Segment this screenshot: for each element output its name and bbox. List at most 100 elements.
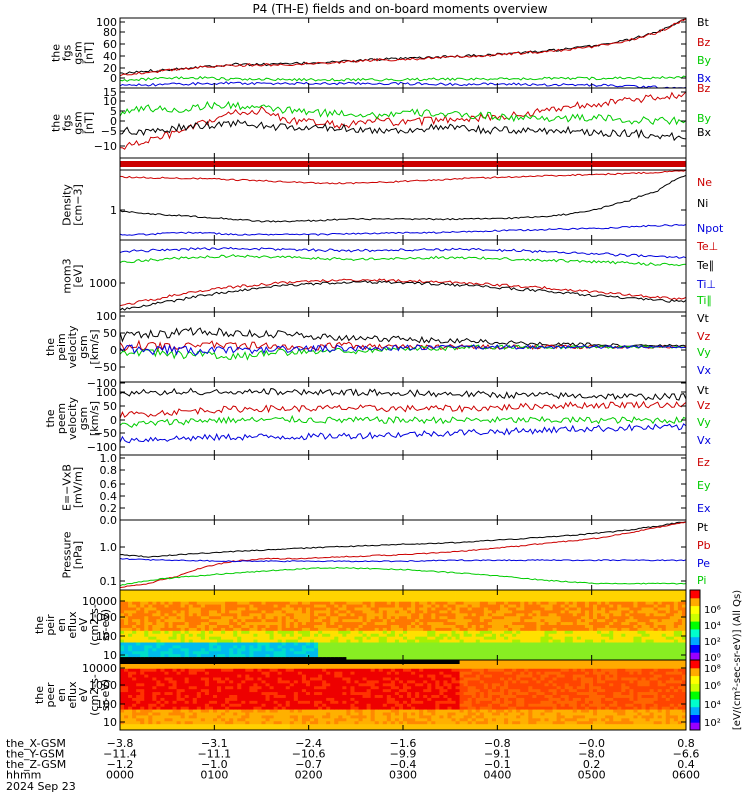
heatmap-cell bbox=[633, 636, 638, 640]
heatmap-cell bbox=[188, 636, 194, 640]
heatmap-cell bbox=[386, 601, 392, 605]
heatmap-cell bbox=[677, 619, 683, 623]
heatmap-cell bbox=[415, 598, 420, 603]
heatmap-cell bbox=[378, 642, 384, 646]
heatmap-cell bbox=[366, 657, 372, 661]
heatmap-cell bbox=[378, 625, 384, 629]
heatmap-cell bbox=[475, 592, 481, 597]
heatmap-cell bbox=[204, 683, 210, 687]
heatmap-cell bbox=[423, 630, 428, 635]
heatmap-cell bbox=[597, 627, 602, 632]
heatmap-cell bbox=[285, 668, 291, 673]
heatmap-cell bbox=[338, 598, 343, 603]
heatmap-cell bbox=[164, 695, 169, 699]
series-line-Ti⊥ bbox=[119, 246, 687, 259]
heatmap-cell bbox=[176, 607, 182, 611]
heatmap-cell bbox=[681, 636, 687, 640]
heatmap-cell bbox=[411, 601, 416, 605]
heatmap-cell bbox=[403, 590, 408, 594]
heatmap-cell bbox=[124, 639, 129, 643]
heatmap-cell bbox=[301, 633, 307, 638]
heatmap-cell bbox=[180, 651, 186, 655]
heatmap-cell bbox=[568, 654, 574, 658]
heatmap-cell bbox=[390, 601, 396, 605]
heatmap-cell bbox=[326, 677, 331, 681]
heatmap-cell bbox=[350, 619, 355, 623]
heatmap-cell bbox=[277, 709, 283, 713]
heatmap-cell bbox=[479, 613, 485, 617]
heatmap-cell bbox=[289, 616, 295, 620]
heatmap-cell bbox=[390, 642, 396, 646]
heatmap-cell bbox=[435, 648, 440, 652]
heatmap-cell bbox=[471, 607, 477, 611]
heatmap-cell bbox=[580, 657, 586, 661]
heatmap-cell bbox=[572, 633, 578, 638]
heatmap-cell bbox=[318, 633, 323, 638]
heatmap-cell bbox=[318, 639, 323, 643]
heatmap-cell bbox=[613, 642, 618, 646]
heatmap-cell bbox=[172, 703, 177, 708]
heatmap-cell bbox=[326, 718, 331, 722]
heatmap-cell bbox=[346, 610, 351, 614]
heatmap-cell bbox=[330, 651, 335, 655]
heatmap-cell bbox=[200, 639, 206, 643]
series-line-By bbox=[119, 75, 687, 82]
heatmap-cell bbox=[310, 636, 315, 640]
heatmap-cell bbox=[277, 639, 283, 643]
heatmap-cell bbox=[297, 692, 303, 696]
heatmap-cell bbox=[310, 654, 315, 658]
heatmap-cell bbox=[140, 604, 145, 608]
heatmap-cell bbox=[281, 639, 287, 643]
heatmap-cell bbox=[572, 642, 578, 646]
heatmap-cell bbox=[617, 633, 622, 638]
heatmap-cell bbox=[475, 648, 481, 652]
heatmap-cell bbox=[249, 592, 254, 597]
heatmap-cell bbox=[196, 695, 202, 699]
heatmap-cell bbox=[277, 633, 283, 638]
heatmap-cell bbox=[572, 619, 578, 623]
heatmap-cell bbox=[265, 613, 270, 617]
heatmap-cell bbox=[346, 633, 351, 638]
heatmap-cell bbox=[297, 616, 303, 620]
heatmap-cell bbox=[532, 595, 537, 600]
heatmap-cell bbox=[661, 657, 667, 661]
heatmap-cell bbox=[249, 668, 254, 673]
heatmap-cell bbox=[124, 619, 129, 623]
heatmap-cell bbox=[144, 627, 149, 632]
heatmap-cell bbox=[293, 686, 299, 690]
heatmap-cell bbox=[265, 616, 270, 620]
heatmap-cell bbox=[605, 595, 610, 600]
heatmap-cell bbox=[653, 616, 659, 620]
heatmap-cell bbox=[221, 692, 226, 696]
heatmap-cell bbox=[657, 642, 663, 646]
heatmap-cell bbox=[411, 654, 416, 658]
heatmap-cell bbox=[451, 639, 456, 643]
heatmap-cell bbox=[342, 625, 347, 629]
heatmap-cell bbox=[548, 595, 553, 600]
heatmap-cell bbox=[495, 622, 501, 626]
heatmap-cell bbox=[289, 633, 295, 638]
heatmap-cell bbox=[576, 592, 582, 597]
heatmap-cell bbox=[144, 686, 149, 690]
heatmap-cell bbox=[192, 692, 198, 696]
heatmap-cell bbox=[593, 651, 598, 655]
heatmap-cell bbox=[200, 651, 206, 655]
y-axis-label: fgs bbox=[61, 44, 74, 61]
y-axis-label: (cm2-s- bbox=[88, 604, 101, 646]
heatmap-cell bbox=[451, 622, 456, 626]
heatmap-cell bbox=[508, 613, 513, 617]
heatmap-cell bbox=[491, 654, 497, 658]
heatmap-cell bbox=[314, 636, 319, 640]
heatmap-cell bbox=[124, 721, 129, 725]
heatmap-cell bbox=[265, 657, 270, 661]
heatmap-cell bbox=[576, 648, 582, 652]
heatmap-cell bbox=[495, 654, 501, 658]
heatmap-cell bbox=[156, 590, 161, 594]
heatmap-cell bbox=[188, 721, 194, 725]
heatmap-cell bbox=[617, 639, 622, 643]
heatmap-cell bbox=[322, 642, 327, 646]
heatmap-cell bbox=[257, 671, 262, 675]
heatmap-cell bbox=[427, 619, 432, 623]
heatmap-cell bbox=[653, 604, 659, 608]
heatmap-cell bbox=[253, 619, 258, 623]
